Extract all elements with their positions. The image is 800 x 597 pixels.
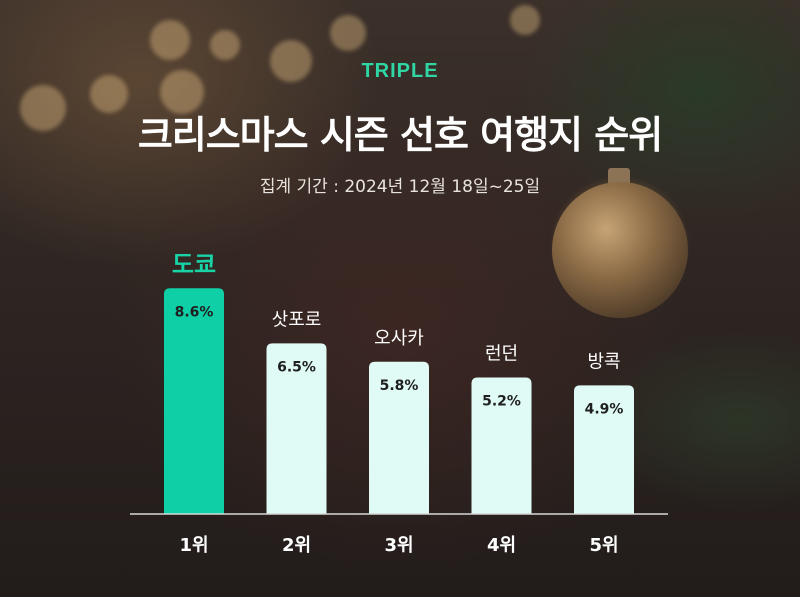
rank-label: 1위 <box>179 535 208 556</box>
rank-label: 5위 <box>589 535 618 556</box>
bokeh-light <box>20 85 66 131</box>
bar <box>471 377 532 514</box>
bar-value-label: 6.5% <box>277 359 316 375</box>
bar <box>574 385 634 514</box>
bar <box>164 288 224 514</box>
bokeh-light <box>150 20 190 60</box>
brand-logo: TRIPLE <box>361 60 439 82</box>
bokeh-light <box>270 40 312 82</box>
category-label: 도쿄 <box>172 250 216 278</box>
category-label: 오사카 <box>374 328 424 349</box>
rank-label: 4위 <box>487 535 516 556</box>
category-label: 방콕 <box>587 351 620 372</box>
rank-label: 3위 <box>384 535 413 556</box>
bokeh-light <box>90 75 128 113</box>
category-label: 삿포로 <box>272 309 322 330</box>
bar-value-label: 8.6% <box>175 304 214 320</box>
bar-value-label: 4.9% <box>585 401 624 417</box>
christmas-ornament <box>552 182 688 318</box>
rank-label: 2위 <box>282 535 311 556</box>
bokeh-light <box>210 30 240 60</box>
bar-value-label: 5.8% <box>380 378 419 394</box>
bar <box>266 343 327 514</box>
bokeh-light <box>160 70 204 114</box>
bar <box>369 361 429 514</box>
ornament-cap <box>608 168 630 186</box>
bokeh-light <box>510 5 540 35</box>
period-subtitle: 집계 기간 : 2024년 12월 18일~25일 <box>259 177 541 197</box>
bar-value-label: 5.2% <box>482 394 521 410</box>
page-title: 크리스마스 시즌 선호 여행지 순위 <box>137 113 663 157</box>
category-label: 런던 <box>485 344 518 365</box>
bokeh-light <box>330 15 366 51</box>
